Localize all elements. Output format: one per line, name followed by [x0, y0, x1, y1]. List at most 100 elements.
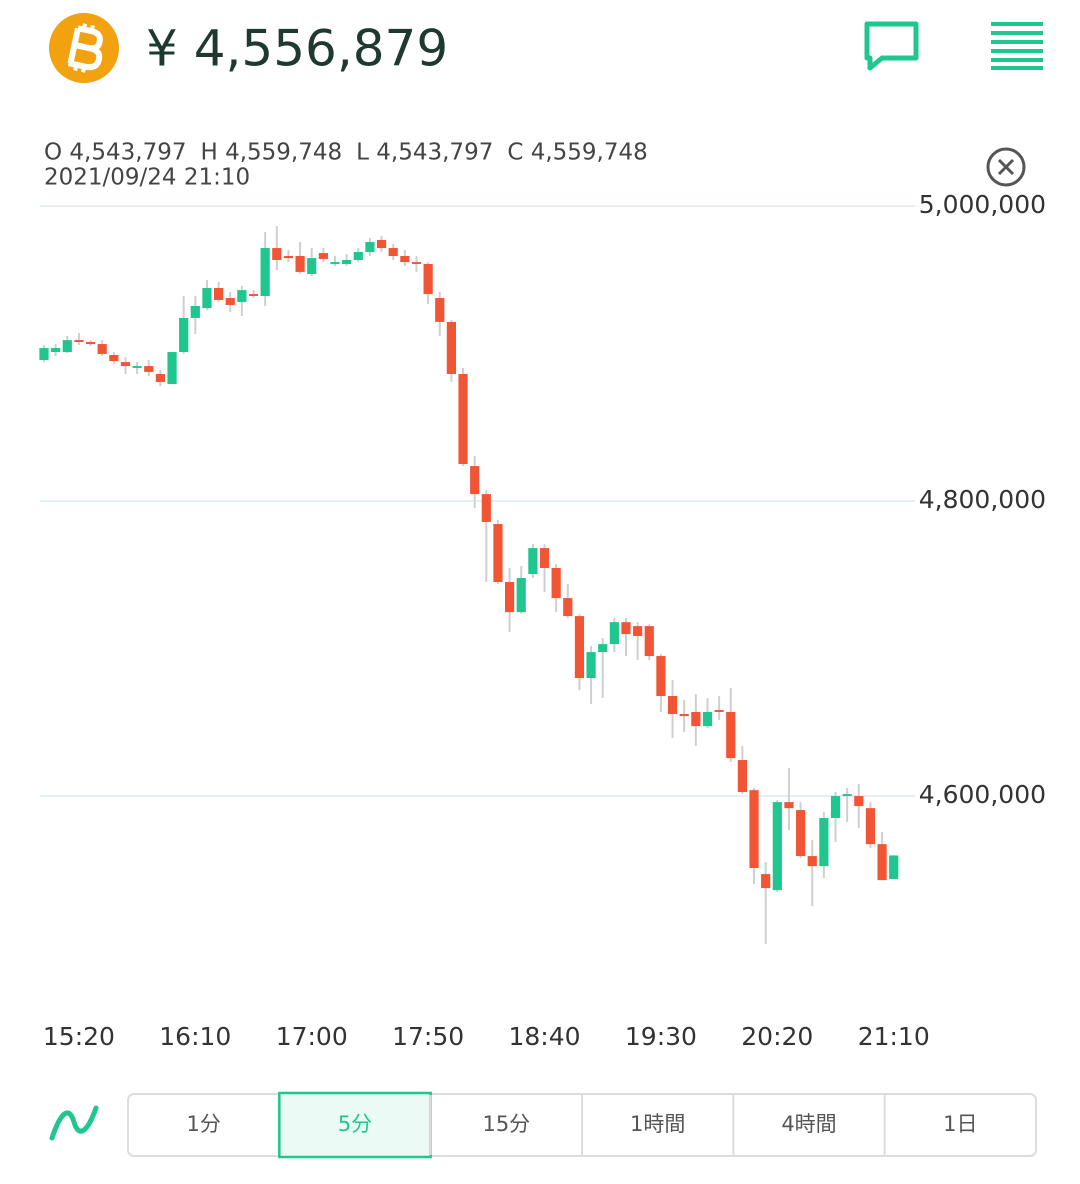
- candle-body: [470, 466, 480, 495]
- candle-body: [598, 644, 608, 653]
- candle-body: [202, 288, 212, 309]
- candle-body: [656, 656, 666, 697]
- candle-body: [411, 262, 422, 264]
- x-tick-label: 19:30: [625, 1022, 697, 1051]
- candle-body: [237, 290, 247, 303]
- candle-body: [644, 626, 654, 657]
- candle-body: [877, 844, 887, 881]
- candle-body: [318, 253, 328, 259]
- candle-body: [574, 616, 585, 679]
- ohlc-row: O 4,543,797 H 4,559,748 L 4,543,797 C 4,559…: [44, 140, 648, 166]
- y-tick-label: 4,800,000: [919, 485, 1046, 514]
- candle-body: [109, 354, 119, 362]
- y-tick-label: 5,000,000: [919, 190, 1046, 219]
- candle-body: [691, 711, 701, 727]
- candle-body: [784, 802, 794, 809]
- candle-body: [132, 366, 142, 368]
- timeframe-button[interactable]: 1時間: [630, 1112, 685, 1136]
- candlestick-chart: 4,600,000 4,800,000 5,000,000 15:20 16:10 17:…: [39, 190, 1046, 1051]
- candle-body: [295, 256, 305, 272]
- candle-body: [342, 259, 352, 264]
- candle-body: [621, 622, 631, 635]
- timeframe-button[interactable]: 1分: [186, 1112, 220, 1136]
- x-tick-label: 17:50: [392, 1022, 464, 1051]
- timeframe-selected: [278, 1091, 432, 1159]
- candle-body: [493, 524, 503, 583]
- bitcoin-icon: [49, 13, 119, 83]
- candle-body: [551, 567, 561, 599]
- candle-body: [481, 494, 491, 522]
- candle-body: [85, 342, 96, 345]
- chat-button[interactable]: [864, 21, 919, 71]
- ohlc-value: O 4,543,797: [44, 140, 186, 166]
- timeframe-buttons: 1分 5分 15分 1時間 4時間 1日: [186, 1091, 978, 1159]
- candle-body: [609, 622, 619, 645]
- ohlc-value: L 4,543,797: [356, 140, 493, 166]
- candle-body: [248, 294, 259, 296]
- x-tick-label: 18:40: [508, 1022, 580, 1051]
- candle-body: [737, 760, 747, 793]
- candle-body: [74, 340, 84, 343]
- candle-body: [179, 317, 189, 353]
- candle-body: [749, 790, 759, 869]
- candle-body: [225, 298, 235, 305]
- candle-body: [819, 818, 829, 867]
- candle-body: [167, 352, 177, 385]
- candle-body: [796, 810, 806, 857]
- x-tick-label: 20:20: [741, 1022, 813, 1051]
- x-tick-label: 15:20: [43, 1022, 115, 1051]
- candle-body: [400, 256, 410, 263]
- candle-body: [39, 348, 49, 361]
- candle-body: [446, 321, 456, 375]
- candle-body: [586, 652, 596, 679]
- candle-body: [260, 248, 270, 296]
- candle-body: [120, 362, 131, 367]
- candle-body: [62, 340, 72, 353]
- candle-body: [376, 239, 387, 249]
- candle-body: [155, 374, 165, 382]
- candle-body: [714, 710, 724, 712]
- price: ¥ 4,556,879: [146, 20, 448, 78]
- candle-body: [667, 696, 678, 715]
- candle-body: [865, 808, 876, 845]
- x-tick-label: 21:10: [858, 1022, 930, 1051]
- close-button[interactable]: [986, 147, 1026, 187]
- candle-body: [307, 258, 317, 275]
- candle-body: [283, 256, 294, 259]
- candle-body: [889, 855, 899, 879]
- datetime: 2021/09/24 21:10: [44, 165, 250, 191]
- candle-body: [539, 548, 550, 568]
- candle-body: [528, 548, 538, 575]
- candle-body: [772, 802, 782, 891]
- candle-body: [190, 306, 200, 318]
- candle-body: [842, 794, 852, 797]
- candle-body: [388, 248, 398, 257]
- y-tick-label: 4,600,000: [919, 780, 1046, 809]
- candle-body: [51, 348, 61, 353]
- timeframe-button[interactable]: 5分: [338, 1112, 372, 1136]
- candle-body: [702, 711, 713, 727]
- candle-body: [144, 366, 154, 372]
- candle-body: [726, 711, 736, 759]
- ohlc-value: C 4,559,748: [507, 140, 647, 166]
- candle-body: [435, 298, 445, 322]
- candle-body: [97, 344, 107, 354]
- x-tick-label: 17:00: [276, 1022, 348, 1051]
- candle-body: [330, 262, 340, 264]
- candle-body: [516, 578, 526, 613]
- candle-body: [761, 874, 771, 889]
- timeframe-button[interactable]: 15分: [482, 1112, 530, 1136]
- menu-button[interactable]: [991, 22, 1043, 70]
- timeframe-button[interactable]: 4時間: [781, 1112, 836, 1136]
- candle-body: [679, 714, 689, 717]
- candle-body: [505, 582, 515, 613]
- candle-body: [423, 263, 433, 295]
- timeframe-button[interactable]: 1日: [943, 1112, 977, 1136]
- line-chart-toggle[interactable]: [49, 1105, 99, 1141]
- candle-body: [458, 374, 468, 464]
- candle-body: [563, 598, 573, 617]
- candle-body: [365, 241, 375, 253]
- ohlc-value: H 4,559,748: [200, 140, 342, 166]
